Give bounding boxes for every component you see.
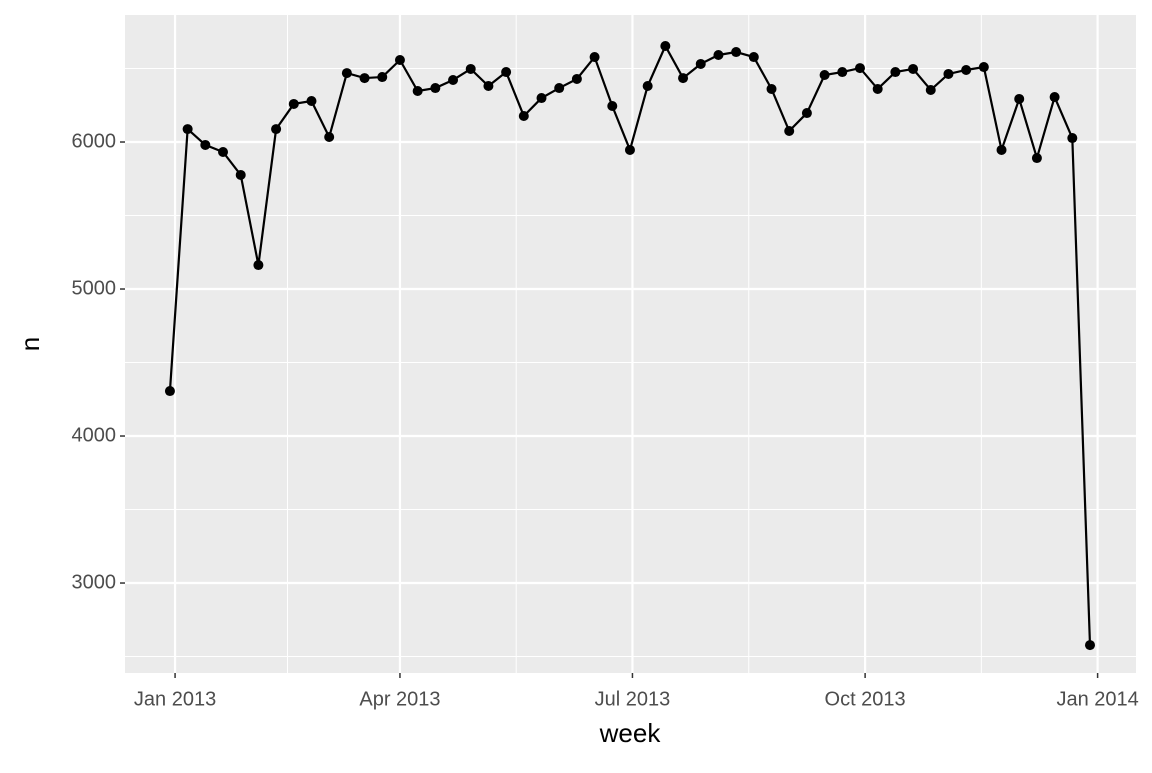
point <box>819 69 830 80</box>
y-tick-label: 6000 <box>72 130 117 152</box>
point <box>731 47 742 58</box>
panel <box>125 15 1136 673</box>
y-axis-title: n <box>15 337 45 351</box>
point <box>1084 640 1095 651</box>
point <box>359 73 370 84</box>
point <box>607 100 618 111</box>
point <box>182 124 193 135</box>
x-tick-label: Jan 2014 <box>1056 688 1138 710</box>
point <box>1014 93 1025 104</box>
point <box>678 73 689 84</box>
point <box>837 67 848 78</box>
point <box>1049 92 1060 103</box>
point <box>748 52 759 63</box>
x-tick-label: Jan 2013 <box>134 688 216 710</box>
point <box>448 74 459 85</box>
x-tick-label: Apr 2013 <box>359 688 440 710</box>
point <box>925 84 936 95</box>
point <box>271 124 282 135</box>
point <box>288 98 299 109</box>
point <box>518 110 529 121</box>
point <box>235 169 246 180</box>
point <box>218 147 229 158</box>
point <box>854 63 865 74</box>
point <box>943 68 954 79</box>
point <box>890 67 901 78</box>
point <box>536 93 547 104</box>
point <box>872 83 883 94</box>
point <box>642 81 653 92</box>
y-tick-label: 5000 <box>72 277 117 299</box>
point <box>501 67 512 78</box>
point <box>412 86 423 97</box>
point <box>465 63 476 74</box>
point <box>978 62 989 73</box>
point <box>908 63 919 74</box>
point <box>306 95 317 106</box>
point <box>377 72 388 83</box>
y-tick-label: 4000 <box>72 424 117 446</box>
x-tick-label: Jul 2013 <box>595 688 671 710</box>
x-axis-title: week <box>599 718 662 748</box>
point <box>695 58 706 69</box>
y-tick-label: 3000 <box>72 571 117 593</box>
point <box>624 144 635 155</box>
grid <box>125 15 1136 673</box>
marks <box>164 41 1095 651</box>
point <box>1067 133 1078 144</box>
point <box>324 132 335 143</box>
point <box>571 73 582 84</box>
point <box>766 83 777 94</box>
point <box>996 144 1007 155</box>
point <box>341 68 352 79</box>
point <box>164 386 175 397</box>
x-tick-label: Oct 2013 <box>825 688 906 710</box>
point <box>430 83 441 94</box>
point <box>784 125 795 136</box>
point <box>394 54 405 65</box>
point <box>483 81 494 92</box>
point <box>554 83 565 94</box>
point <box>961 64 972 75</box>
point <box>801 108 812 119</box>
point <box>660 41 671 52</box>
point <box>253 260 264 271</box>
point <box>589 52 600 63</box>
point <box>200 139 211 150</box>
point <box>1031 153 1042 164</box>
point <box>713 49 724 60</box>
